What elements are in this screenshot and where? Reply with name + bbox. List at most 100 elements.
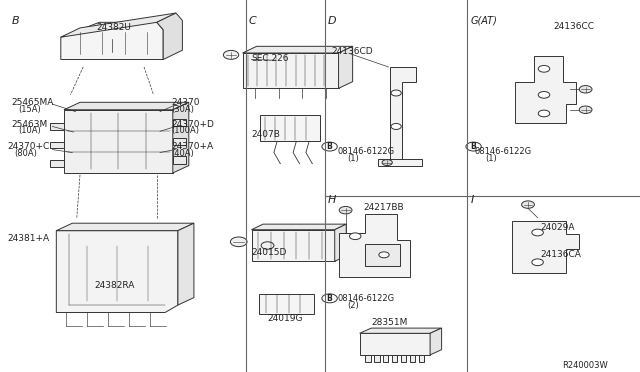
Bar xyxy=(383,355,388,362)
Text: 2407B: 2407B xyxy=(252,130,280,139)
Polygon shape xyxy=(515,56,576,123)
Bar xyxy=(365,244,400,266)
Polygon shape xyxy=(335,224,346,261)
Circle shape xyxy=(466,142,481,151)
Text: 24019G: 24019G xyxy=(268,314,303,323)
Text: 24136CC: 24136CC xyxy=(554,22,595,31)
Circle shape xyxy=(538,110,550,117)
Text: 24370+D: 24370+D xyxy=(172,120,214,129)
Text: 24370+C: 24370+C xyxy=(8,142,50,151)
Polygon shape xyxy=(512,221,579,273)
Polygon shape xyxy=(390,67,416,160)
Circle shape xyxy=(391,90,401,96)
Text: 24015D: 24015D xyxy=(252,248,287,257)
Circle shape xyxy=(522,201,534,208)
Bar xyxy=(392,355,397,362)
Text: 25463M: 25463M xyxy=(12,120,48,129)
Circle shape xyxy=(379,252,389,258)
Text: (30A): (30A) xyxy=(172,105,195,114)
Bar xyxy=(360,333,430,355)
Text: SEC.226: SEC.226 xyxy=(252,54,289,63)
Text: R240003W: R240003W xyxy=(562,361,607,370)
Text: 24381+A: 24381+A xyxy=(8,234,50,243)
Bar xyxy=(173,138,186,145)
Bar xyxy=(410,355,415,362)
Polygon shape xyxy=(64,102,189,110)
Text: 24136CD: 24136CD xyxy=(332,47,373,56)
Polygon shape xyxy=(243,46,353,53)
Polygon shape xyxy=(61,22,163,60)
Text: 24382RA: 24382RA xyxy=(95,281,135,290)
Text: H: H xyxy=(328,195,336,205)
Bar xyxy=(50,142,64,148)
Text: I: I xyxy=(470,195,474,205)
Bar xyxy=(173,156,186,164)
Bar xyxy=(260,115,321,141)
Text: 24217BB: 24217BB xyxy=(364,203,404,212)
Text: B: B xyxy=(327,142,332,151)
Polygon shape xyxy=(157,13,182,60)
Text: (1): (1) xyxy=(485,154,497,163)
Circle shape xyxy=(579,86,592,93)
Bar xyxy=(259,294,314,314)
Bar xyxy=(50,160,64,167)
Circle shape xyxy=(391,124,401,129)
Text: 24136CA: 24136CA xyxy=(541,250,582,259)
Text: 08146-6122G: 08146-6122G xyxy=(475,147,532,156)
Circle shape xyxy=(349,233,361,240)
Polygon shape xyxy=(56,231,178,312)
Text: (10A): (10A) xyxy=(18,126,41,135)
Text: C: C xyxy=(248,16,256,26)
Text: 08146-6122G: 08146-6122G xyxy=(337,294,394,303)
Text: (15A): (15A) xyxy=(18,105,41,114)
Text: (80A): (80A) xyxy=(14,149,37,158)
Polygon shape xyxy=(339,46,353,89)
Circle shape xyxy=(538,92,550,98)
Text: (100A): (100A) xyxy=(172,126,200,135)
Text: 24370: 24370 xyxy=(172,98,200,107)
Text: G(AT): G(AT) xyxy=(470,16,497,26)
Polygon shape xyxy=(56,223,194,231)
Text: (40A): (40A) xyxy=(172,149,195,158)
Text: (2): (2) xyxy=(348,301,359,310)
Polygon shape xyxy=(430,328,442,355)
Bar xyxy=(173,119,186,126)
Text: (1): (1) xyxy=(348,154,359,163)
Polygon shape xyxy=(178,223,194,305)
Polygon shape xyxy=(360,328,442,333)
Text: 24370+A: 24370+A xyxy=(172,142,214,151)
Text: 28351M: 28351M xyxy=(371,318,408,327)
Bar xyxy=(252,230,335,261)
Text: B: B xyxy=(12,16,19,26)
Bar xyxy=(419,355,424,362)
Circle shape xyxy=(532,259,543,266)
Circle shape xyxy=(579,106,592,113)
Polygon shape xyxy=(339,214,410,277)
Bar xyxy=(365,355,371,362)
Circle shape xyxy=(223,51,239,60)
Text: D: D xyxy=(328,16,336,26)
Text: 24382U: 24382U xyxy=(96,23,131,32)
Circle shape xyxy=(322,142,337,151)
Bar xyxy=(401,355,406,362)
Circle shape xyxy=(538,65,550,72)
Bar xyxy=(374,355,380,362)
Text: 25465MA: 25465MA xyxy=(12,98,54,107)
Text: 24029A: 24029A xyxy=(541,223,575,232)
Circle shape xyxy=(382,160,392,166)
Polygon shape xyxy=(64,110,173,173)
Polygon shape xyxy=(173,102,189,173)
Polygon shape xyxy=(61,13,176,37)
Text: B: B xyxy=(327,294,332,303)
Circle shape xyxy=(230,237,247,247)
Circle shape xyxy=(339,206,352,214)
Bar xyxy=(243,53,339,89)
Circle shape xyxy=(261,242,274,249)
Circle shape xyxy=(322,294,337,303)
Bar xyxy=(378,159,422,166)
Text: B: B xyxy=(471,142,476,151)
Text: 08146-6122G: 08146-6122G xyxy=(337,147,394,156)
Polygon shape xyxy=(252,224,346,230)
Bar xyxy=(50,123,64,130)
Circle shape xyxy=(532,229,543,236)
